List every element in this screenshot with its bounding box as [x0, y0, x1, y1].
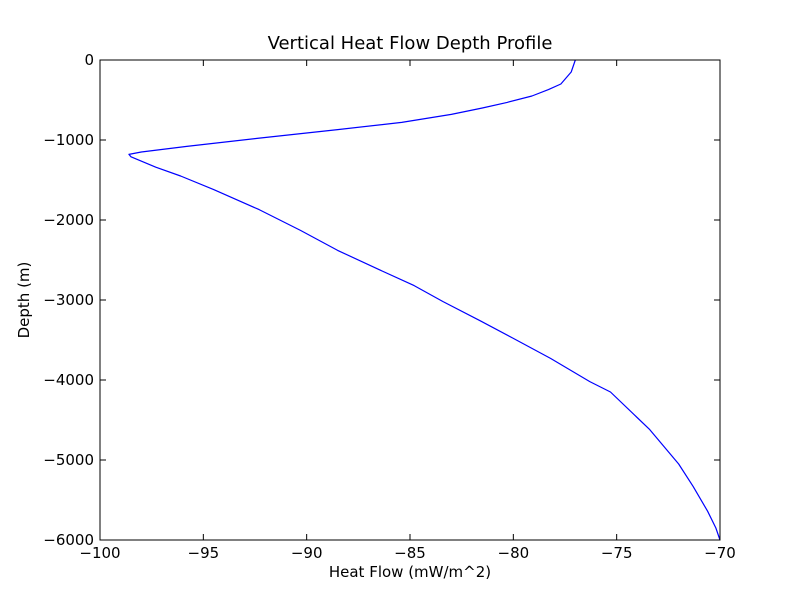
x-tick-label: −70: [704, 544, 736, 562]
x-tick-label: −85: [394, 544, 426, 562]
x-tick-label: −80: [498, 544, 530, 562]
x-tick-label: −95: [188, 544, 220, 562]
chart-title: Vertical Heat Flow Depth Profile: [268, 33, 553, 54]
y-tick-label: 0: [84, 51, 94, 69]
x-tick-label: −100: [79, 544, 120, 562]
y-tick-label: −6000: [43, 531, 94, 549]
series-line-0: [128, 59, 721, 541]
x-axis: −100 −95 −90 −85 −80 −75 −70: [79, 60, 736, 562]
y-tick-label: −4000: [43, 371, 94, 389]
x-tick-label: −75: [601, 544, 633, 562]
y-tick-label: −5000: [43, 451, 94, 469]
x-tick-label: −90: [291, 544, 323, 562]
y-tick-label: −3000: [43, 291, 94, 309]
y-axis: 0 −1000 −2000 −3000 −4000 −5000 −6000: [43, 51, 720, 549]
y-tick-label: −1000: [43, 131, 94, 149]
y-axis-label: Depth (m): [15, 262, 33, 339]
x-axis-label: Heat Flow (mW/m^2): [329, 563, 491, 581]
y-tick-label: −2000: [43, 211, 94, 229]
